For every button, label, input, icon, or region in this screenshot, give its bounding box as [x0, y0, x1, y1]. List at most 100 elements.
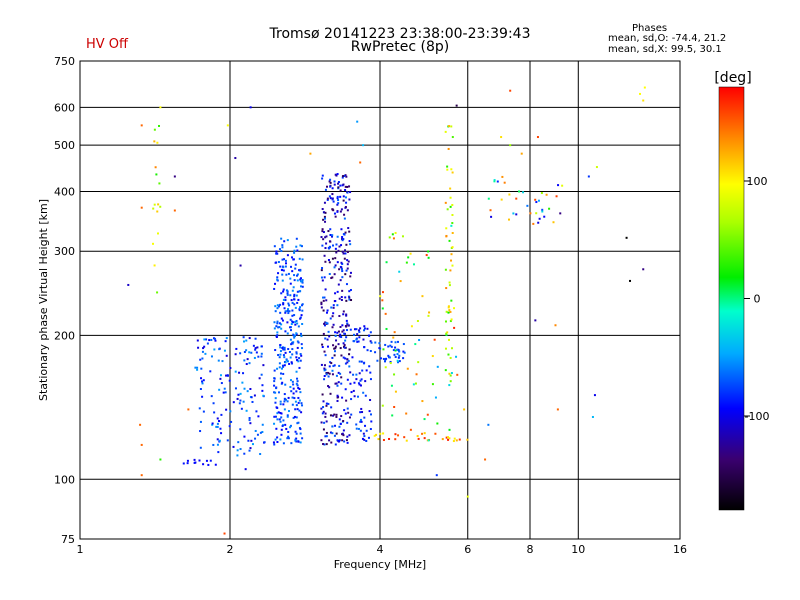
- data-point: [272, 441, 275, 444]
- data-point: [346, 263, 349, 266]
- data-point: [290, 361, 293, 364]
- data-point: [487, 197, 490, 200]
- data-point: [369, 340, 372, 343]
- data-point: [339, 210, 342, 213]
- data-point: [359, 418, 362, 421]
- data-point: [552, 221, 555, 224]
- data-point: [327, 371, 330, 374]
- data-point: [381, 299, 384, 302]
- data-point: [352, 389, 355, 392]
- data-point: [323, 215, 326, 218]
- data-point: [292, 392, 295, 395]
- data-point: [275, 427, 278, 430]
- data-point: [212, 443, 215, 446]
- data-point: [356, 340, 359, 343]
- data-point: [346, 267, 349, 270]
- data-point: [332, 200, 335, 203]
- data-point: [211, 423, 214, 426]
- data-point: [338, 364, 341, 367]
- data-point: [199, 388, 202, 391]
- data-point: [327, 259, 330, 262]
- data-point: [285, 289, 288, 292]
- data-point: [323, 367, 326, 370]
- data-point: [393, 373, 396, 376]
- data-point: [333, 413, 336, 416]
- data-point: [295, 437, 298, 440]
- data-point: [323, 201, 326, 204]
- data-point: [448, 284, 451, 287]
- data-point: [301, 280, 304, 283]
- data-point: [342, 429, 345, 432]
- data-point: [287, 435, 290, 438]
- data-point: [358, 372, 361, 375]
- data-point: [301, 258, 304, 261]
- data-point: [321, 267, 324, 270]
- data-point: [321, 228, 324, 231]
- data-point: [298, 366, 301, 369]
- data-point: [201, 382, 204, 385]
- data-point: [290, 390, 293, 393]
- data-point: [207, 463, 210, 466]
- data-point: [290, 265, 293, 268]
- data-point: [301, 347, 304, 350]
- data-point: [199, 430, 202, 433]
- data-point: [295, 294, 298, 297]
- data-point: [449, 320, 452, 323]
- data-point: [293, 314, 296, 317]
- data-point: [202, 347, 205, 350]
- data-point: [367, 436, 370, 439]
- data-point: [534, 319, 537, 322]
- data-point: [398, 360, 401, 363]
- data-point: [321, 346, 324, 349]
- data-point: [379, 432, 382, 435]
- data-point: [202, 463, 205, 466]
- data-point: [363, 416, 366, 419]
- data-point: [293, 274, 296, 277]
- data-point: [196, 368, 199, 371]
- data-point: [186, 459, 189, 462]
- data-point: [276, 436, 279, 439]
- data-point: [344, 185, 347, 188]
- data-point: [450, 253, 453, 256]
- data-point: [332, 209, 335, 212]
- data-point: [493, 180, 496, 183]
- data-point: [324, 415, 327, 418]
- data-point: [340, 266, 343, 269]
- data-point: [286, 293, 289, 296]
- data-point: [373, 434, 376, 437]
- data-point: [339, 422, 342, 425]
- data-point: [489, 209, 492, 212]
- data-point: [299, 268, 302, 271]
- data-point: [330, 362, 333, 365]
- data-point: [159, 106, 162, 109]
- data-point: [493, 179, 496, 182]
- data-point: [431, 383, 434, 386]
- data-point: [399, 280, 402, 283]
- data-point: [276, 276, 279, 279]
- data-point: [275, 261, 278, 264]
- data-point: [421, 400, 424, 403]
- data-point: [448, 372, 451, 375]
- data-point: [283, 397, 286, 400]
- data-point: [321, 343, 324, 346]
- data-point: [325, 311, 328, 314]
- data-point: [245, 363, 248, 366]
- data-point: [155, 173, 158, 176]
- x-tick-label: 2: [227, 543, 234, 556]
- data-point: [388, 437, 391, 440]
- data-point: [276, 412, 279, 415]
- data-point: [289, 294, 292, 297]
- data-point: [245, 349, 248, 352]
- data-point: [251, 443, 254, 446]
- data-point: [154, 166, 157, 169]
- data-point: [394, 438, 397, 441]
- data-point: [277, 354, 280, 357]
- data-point: [344, 412, 347, 415]
- data-point: [324, 260, 327, 263]
- data-point: [333, 434, 336, 437]
- data-point: [213, 411, 216, 414]
- data-point: [289, 338, 292, 341]
- data-point: [444, 347, 447, 350]
- data-point: [275, 325, 278, 328]
- data-point: [416, 320, 419, 323]
